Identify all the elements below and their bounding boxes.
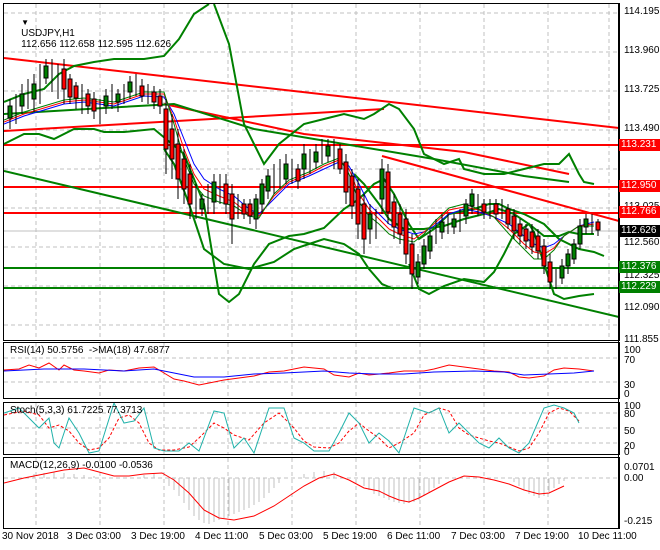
- stoch-signal-line: [4, 407, 580, 452]
- stoch-tick: 100: [624, 401, 641, 412]
- current-price-tag: 112.626: [619, 225, 660, 237]
- price-tick: 113.490: [624, 123, 660, 134]
- time-tick: 5 Dec 19:00: [323, 531, 377, 542]
- rsi-tick: 70: [624, 355, 636, 366]
- symbol-timeframe: USDJPY,H1: [21, 28, 75, 39]
- time-tick: 6 Dec 11:00: [387, 531, 441, 542]
- price-tick: 114.195: [624, 6, 660, 17]
- level-tag-112950: 112.950: [619, 180, 660, 192]
- price-tick: 113.725: [624, 84, 660, 95]
- time-tick: 3 Dec 03:00: [67, 531, 121, 542]
- time-tick: 7 Dec 03:00: [451, 531, 505, 542]
- bull-candles: [7, 65, 589, 279]
- price-chart-panel[interactable]: ▼ USDJPY,H1 112.656 112.658 112.595 112.…: [3, 3, 620, 341]
- time-tick: 10 Dec 11:00: [578, 531, 637, 542]
- time-tick: 3 Dec 19:00: [131, 531, 185, 542]
- macd-tick: 0.00: [624, 473, 644, 484]
- price-tick: 112.560: [624, 237, 660, 248]
- rsi-tick: 0: [624, 389, 630, 400]
- axis-divider: [618, 3, 619, 528]
- rsi-canvas: [4, 343, 619, 398]
- stoch-tick: 20: [624, 441, 636, 452]
- stoch-main-line: [4, 403, 580, 454]
- candles: [7, 59, 601, 289]
- macd-title: MACD(12,26,9) -0.0100 -0.0536: [10, 460, 153, 471]
- rsi-panel[interactable]: RSI(14) 50.5756 ->MA(18) 47.6877: [3, 342, 620, 399]
- stoch-tick: 0: [624, 447, 630, 458]
- rsi-ma-line: [4, 368, 595, 378]
- rsi-tick: 30: [624, 380, 636, 391]
- macd-panel[interactable]: MACD(12,26,9) -0.0100 -0.0536: [3, 457, 620, 529]
- macd-canvas: [4, 458, 619, 528]
- grid: [4, 4, 619, 340]
- price-tick: 113.960: [624, 45, 660, 56]
- chart-title: ▼ USDJPY,H1 112.656 112.658 112.595 112.…: [10, 6, 171, 61]
- bear-candles: [61, 68, 601, 283]
- macd-tick: -0.215: [624, 516, 653, 527]
- stoch-tick: 80: [624, 409, 636, 420]
- price-tick: 112.090: [624, 302, 660, 313]
- level-lines: [4, 144, 619, 289]
- rsi-tick: 100: [624, 345, 641, 356]
- level-tag-112766: 112.766: [619, 206, 660, 218]
- time-tick: 5 Dec 03:00: [259, 531, 313, 542]
- macd-tick: 0.0701: [624, 462, 655, 473]
- macd-signal-line: [4, 467, 565, 521]
- stochastic-panel[interactable]: Stoch(5,3,3) 61.7225 77.3713: [3, 402, 620, 455]
- stochastic-canvas: [4, 403, 619, 454]
- time-tick: 30 Nov 2018: [2, 531, 59, 542]
- ohlc-values: 112.656 112.658 112.595 112.626: [21, 39, 172, 50]
- level-tag-113231: 113.231: [619, 139, 660, 151]
- stoch-title: Stoch(5,3,3) 61.7225 77.3713: [10, 405, 143, 416]
- price-tick: 112.325: [624, 270, 660, 281]
- price-chart-canvas: [4, 4, 619, 340]
- time-tick: 7 Dec 19:00: [515, 531, 569, 542]
- price-tick: 111.855: [624, 334, 659, 345]
- level-tag-112376: 112.376: [619, 261, 660, 273]
- time-tick: 4 Dec 11:00: [195, 531, 249, 542]
- level-tag-112229: 112.229: [619, 281, 660, 293]
- stoch-tick: 50: [624, 426, 636, 437]
- triangle-down-icon[interactable]: ▼: [21, 18, 30, 27]
- rsi-title: RSI(14) 50.5756 ->MA(18) 47.6877: [10, 345, 170, 356]
